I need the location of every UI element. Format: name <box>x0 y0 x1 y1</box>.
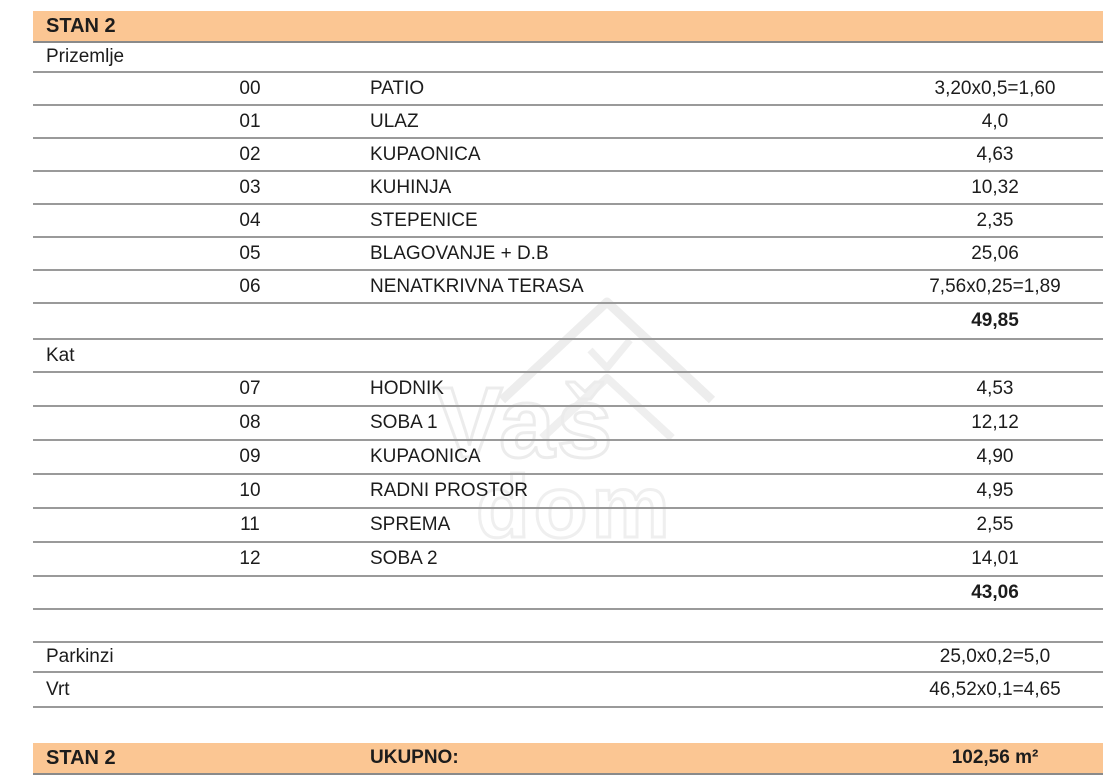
room-area-value: 14,01 <box>971 548 1019 569</box>
room-number: 12 <box>239 548 261 569</box>
room-area-value: 7,56x0,25=1,89 <box>929 275 1061 297</box>
extra-row: Vrt 46,52x0,1=4,65 <box>33 673 1103 708</box>
room-name: BLAGOVANJE + D.B <box>370 242 549 264</box>
table-row: 03 KUHINJA 10,32 <box>33 172 1103 205</box>
table-row: 05 BLAGOVANJE + D.B 25,06 <box>33 238 1103 271</box>
table-footer-band: STAN 2 UKUPNO: 102,56 m² <box>33 743 1103 775</box>
extra-area-value: 46,52x0,1=4,65 <box>929 678 1061 700</box>
room-area-value: 4,0 <box>981 110 1009 132</box>
section-label: Prizemlje <box>46 46 125 67</box>
room-name: RADNI PROSTOR <box>370 480 529 501</box>
footer-total-value: 102,56 m² <box>951 747 1039 768</box>
room-name: HODNIK <box>370 378 444 399</box>
room-number: 10 <box>239 480 261 501</box>
subtotal-row: 43,06 <box>33 577 1103 610</box>
room-area-value: 4,95 <box>976 480 1014 501</box>
table-header-band: STAN 2 <box>33 11 1103 43</box>
table-row: 08 SOBA 1 12,12 <box>33 407 1103 441</box>
footer-title: STAN 2 <box>46 746 116 769</box>
room-area-value: 4,63 <box>976 143 1014 165</box>
room-name: KUHINJA <box>370 176 452 198</box>
table-row: 10 RADNI PROSTOR 4,95 <box>33 475 1103 509</box>
extra-row: Parkinzi 25,0x0,2=5,0 <box>33 643 1103 673</box>
blank-row <box>33 610 1103 643</box>
room-number: 03 <box>239 176 261 198</box>
room-name: KUPAONICA <box>370 446 481 467</box>
table-row: 01 ULAZ 4,0 <box>33 106 1103 139</box>
extra-label: Parkinzi <box>46 646 114 667</box>
table-row: 09 KUPAONICA 4,90 <box>33 441 1103 475</box>
table-title: STAN 2 <box>46 14 116 37</box>
room-number: 00 <box>239 77 261 99</box>
room-number: 04 <box>239 209 261 231</box>
table-row: 06 NENATKRIVNA TERASA 7,56x0,25=1,89 <box>33 271 1103 304</box>
room-number: 05 <box>239 242 261 264</box>
room-name: ULAZ <box>370 110 419 132</box>
room-name: NENATKRIVNA TERASA <box>370 275 584 297</box>
room-name: SOBA 1 <box>370 412 438 433</box>
room-name: SOBA 2 <box>370 548 438 569</box>
section-label-row: Prizemlje <box>33 43 1103 73</box>
table-body: Prizemlje 00 PATIO 3,20x0,5=1,60 01 ULAZ 4,0 02… <box>33 43 1103 708</box>
room-area-value: 25,06 <box>971 242 1019 264</box>
room-name: KUPAONICA <box>370 143 481 165</box>
table-row: 00 PATIO 3,20x0,5=1,60 <box>33 73 1103 106</box>
subtotal-value: 43,06 <box>971 581 1019 603</box>
section-label-row: Kat <box>33 340 1103 373</box>
room-area-value: 4,53 <box>976 378 1014 399</box>
table-row: 11 SPREMA 2,55 <box>33 509 1103 543</box>
room-area-value: 10,32 <box>971 176 1019 198</box>
room-name: PATIO <box>370 77 425 99</box>
footer-total-label: UKUPNO: <box>370 747 459 768</box>
room-number: 02 <box>239 143 261 165</box>
room-number: 07 <box>239 378 261 399</box>
room-number: 01 <box>239 110 261 132</box>
extra-area-value: 25,0x0,2=5,0 <box>939 646 1051 667</box>
table-row: 07 HODNIK 4,53 <box>33 373 1103 407</box>
room-number: 09 <box>239 446 261 467</box>
room-number: 11 <box>240 514 260 535</box>
room-area-value: 3,20x0,5=1,60 <box>934 77 1056 99</box>
extra-label: Vrt <box>46 678 70 700</box>
section-label: Kat <box>46 344 75 366</box>
table-row: 04 STEPENICE 2,35 <box>33 205 1103 238</box>
subtotal-value: 49,85 <box>971 310 1019 331</box>
subtotal-row: 49,85 <box>33 304 1103 340</box>
room-area-value: 4,90 <box>976 446 1014 467</box>
room-number: 08 <box>239 412 261 433</box>
area-table: STAN 2 Prizemlje 00 PATIO 3,20x0,5=1,60 01 UL… <box>33 11 1103 775</box>
room-area-value: 2,35 <box>976 209 1014 231</box>
room-name: STEPENICE <box>370 209 478 231</box>
room-number: 06 <box>239 275 261 297</box>
room-area-value: 12,12 <box>971 412 1019 433</box>
room-area-value: 2,55 <box>976 514 1014 535</box>
table-row: 02 KUPAONICA 4,63 <box>33 139 1103 172</box>
table-row: 12 SOBA 2 14,01 <box>33 543 1103 577</box>
room-name: SPREMA <box>370 514 451 535</box>
